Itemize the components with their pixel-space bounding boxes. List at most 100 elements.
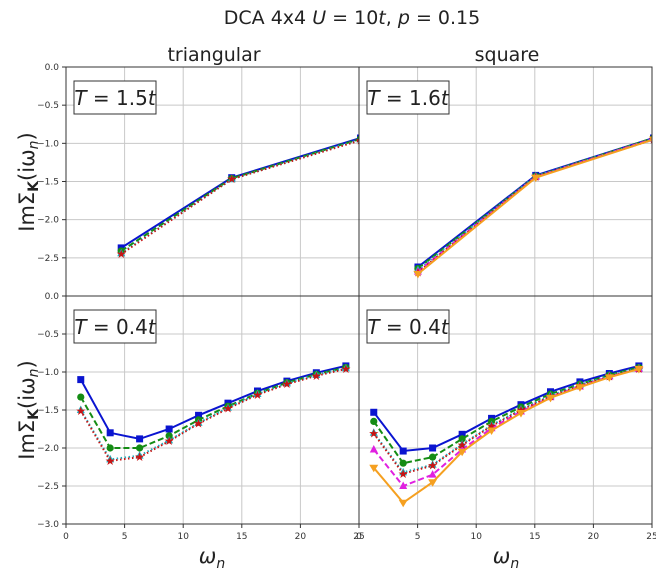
series-line xyxy=(417,138,652,271)
data-point xyxy=(399,481,408,489)
data-point xyxy=(370,408,378,416)
data-point: ★ xyxy=(223,401,234,415)
x-tick: 10 xyxy=(177,524,189,542)
x-tick-label: 0 xyxy=(63,532,69,542)
x-tick-label: 20 xyxy=(295,532,307,542)
x-tick-label: 15 xyxy=(529,532,540,542)
temperature-label: T = 1.5t xyxy=(73,80,157,115)
data-point xyxy=(399,467,408,476)
data-point xyxy=(165,432,173,440)
x-tick-label: 25 xyxy=(646,532,656,542)
y-tick: −0.5 xyxy=(37,101,66,111)
panel-frame xyxy=(358,295,653,525)
data-point xyxy=(458,435,466,443)
y-tick-label: −0.5 xyxy=(37,101,59,111)
data-point xyxy=(604,374,614,382)
y-tick: −1.0 xyxy=(37,368,66,378)
temperature-label: T = 1.6t xyxy=(366,80,450,115)
data-point xyxy=(223,403,232,411)
series-line xyxy=(372,368,640,475)
svg-text:ImΣK(iωn): ImΣK(iωn) xyxy=(15,132,42,232)
data-point: ★ xyxy=(457,438,468,452)
x-tick-label: 15 xyxy=(236,532,247,542)
x-tick-label: 10 xyxy=(470,532,482,542)
y-axis-label-top: ImΣK(iωn) xyxy=(15,132,42,232)
data-point xyxy=(77,393,85,401)
data-point xyxy=(399,459,407,467)
x-tick: 5 xyxy=(415,524,421,542)
x-tick-label: 0 xyxy=(356,532,362,542)
y-tick: −2.0 xyxy=(37,444,66,454)
series-line xyxy=(373,368,640,488)
temperature-label: T = 0.4t xyxy=(73,309,157,344)
data-point: ★ xyxy=(226,172,237,186)
y-tick-label: −1.5 xyxy=(37,178,59,188)
data-point: ★ xyxy=(193,417,204,431)
column-title-square: square xyxy=(475,44,540,66)
data-point xyxy=(194,418,203,426)
x-tick: 0 xyxy=(356,524,362,542)
data-point: ★ xyxy=(355,133,366,147)
data-point xyxy=(546,394,556,403)
data-point xyxy=(649,136,652,142)
x-tick-label: 5 xyxy=(415,532,421,542)
data-point: ★ xyxy=(134,450,145,464)
series-line xyxy=(417,137,652,268)
y-tick-label: −0.5 xyxy=(37,330,59,340)
data-point xyxy=(136,444,144,452)
y-tick: −2.5 xyxy=(37,254,66,264)
series-line xyxy=(373,368,640,505)
y-tick: −2.0 xyxy=(37,216,66,226)
temperature-label: T = 0.4t xyxy=(366,309,450,344)
data-point: ★ xyxy=(398,467,409,481)
data-point: ★ xyxy=(164,434,175,448)
data-point: ★ xyxy=(427,458,438,472)
y-tick: −1.5 xyxy=(37,406,66,416)
data-point xyxy=(135,451,144,459)
data-point: ★ xyxy=(368,427,379,441)
data-point xyxy=(77,376,85,384)
series-line xyxy=(373,364,640,453)
series-line xyxy=(79,366,347,449)
data-point xyxy=(398,499,408,508)
x-tick: 20 xyxy=(588,524,599,542)
data-point xyxy=(399,447,407,455)
svg-text:T = 0.4t: T = 0.4t xyxy=(74,315,157,339)
data-point xyxy=(165,435,174,444)
y-tick: 0.0 xyxy=(45,63,66,73)
data-point xyxy=(413,270,423,279)
x-tick-label: 25 xyxy=(353,532,364,542)
data-point xyxy=(369,428,378,436)
data-point xyxy=(195,411,203,419)
data-point xyxy=(575,384,585,392)
x-tick: 10 xyxy=(470,524,482,542)
data-point xyxy=(369,464,379,473)
y-tick-label: −2.5 xyxy=(37,482,59,492)
data-point: ★ xyxy=(311,369,322,383)
x-tick: 25 xyxy=(646,524,656,542)
data-point xyxy=(458,430,466,438)
data-point xyxy=(634,365,644,374)
y-tick-label: −1.0 xyxy=(37,368,59,378)
data-point: ★ xyxy=(648,133,656,147)
figure-title: DCA 4x4 U = 10t, p = 0.15 xyxy=(224,7,480,29)
data-point xyxy=(428,460,437,468)
series-line xyxy=(79,368,347,462)
data-point xyxy=(165,425,173,433)
panel-square-high-t: ★★★T = 1.6t xyxy=(358,66,656,297)
gridlines xyxy=(359,296,652,524)
series-line xyxy=(372,366,640,465)
data-point: ★ xyxy=(105,454,116,468)
series-line xyxy=(417,138,652,273)
x-tick-label: 5 xyxy=(122,532,128,542)
svg-text:T = 1.6t: T = 1.6t xyxy=(367,86,450,110)
data-point: ★ xyxy=(340,362,351,376)
series-line xyxy=(120,139,359,255)
series-line xyxy=(79,367,347,461)
x-tick: 15 xyxy=(236,524,248,542)
data-point xyxy=(457,448,467,457)
y-tick: −0.5 xyxy=(37,330,66,340)
y-tick-label: −1.5 xyxy=(37,406,59,416)
panel-triangular-low-t: ★ ★ ★ ★ ★ ★ ★ ★ ★ ★ 0.0 −0.5 −1.0 −1.5 −2.0 −2.5 −3.0 0 5 1… xyxy=(37,292,365,542)
